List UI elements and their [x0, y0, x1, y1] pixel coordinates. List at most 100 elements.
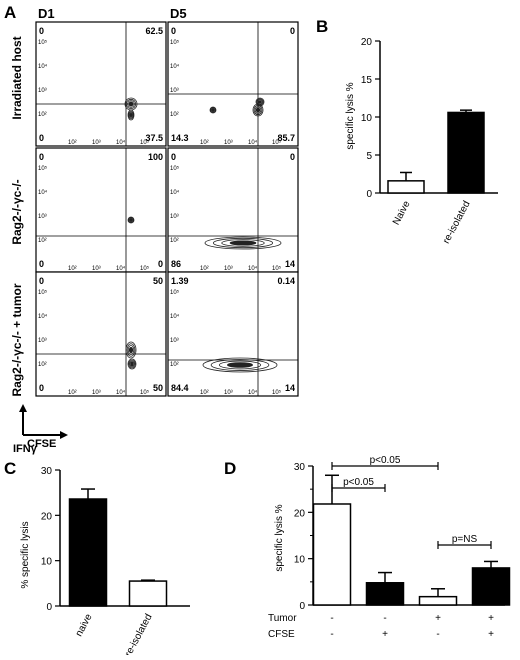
population-contour	[127, 358, 137, 370]
category-label: Naive	[391, 199, 413, 227]
bar	[471, 567, 511, 606]
condition-row-label: CFSE	[268, 629, 295, 640]
panel-a: A D1 D5 Irradiated host Rag2-/-γc-/- Rag…	[4, 3, 299, 455]
y-tick-label: 0	[366, 189, 372, 200]
population-contour	[210, 359, 270, 371]
flow-plot-frame	[167, 271, 299, 397]
column-label-d5: D5	[170, 6, 187, 21]
quadrant-value-lower-right: 37.5	[145, 133, 163, 143]
condition-value: -	[383, 613, 386, 624]
population-contour	[128, 101, 134, 107]
panel-c-label: C	[4, 459, 16, 478]
panel-c: C % specific lysis 0 10 20 30 naive re-isolat…	[4, 459, 190, 659]
axis-tick-label: 10⁴	[248, 139, 258, 146]
population-contour	[129, 218, 133, 222]
axis-tick-label: 10³	[224, 140, 233, 146]
quadrant-value-upper-right: 0.14	[277, 276, 295, 286]
flow-plot: 10² 10² 10³ 10³ 10⁴ 10⁴ 10⁵ 10⁵ 0 50 0 50	[35, 271, 167, 397]
population-contour	[128, 110, 134, 120]
axis-tick-label: 10⁵	[140, 389, 150, 396]
axis-tick-label: 10⁵	[170, 39, 180, 46]
axis-tick-label: 10³	[224, 390, 233, 396]
quadrant-value-lower-left: 86	[171, 259, 181, 269]
population-contour	[229, 240, 257, 246]
condition-value: -	[330, 613, 333, 624]
row-label-rag2: Rag2-/-γc-/-	[10, 179, 24, 244]
axis-tick-label: 10³	[92, 140, 101, 146]
y-tick-label: 30	[41, 466, 53, 477]
population-contour	[127, 109, 135, 121]
panel-d-label: D	[224, 459, 236, 478]
axis-tick-label: 10⁵	[272, 265, 282, 272]
bar	[387, 180, 425, 194]
population-contour	[210, 107, 216, 113]
axis-tick-label: 10⁵	[140, 139, 150, 146]
population-contour	[128, 217, 134, 223]
flow-plot-frame	[167, 21, 299, 147]
quadrant-value-lower-right: 14	[285, 259, 295, 269]
axis-tick-label: 10²	[68, 266, 77, 272]
population-contour	[218, 360, 262, 370]
axis-tick-label: 10²	[200, 140, 209, 146]
axis-tick-label: 10²	[200, 266, 209, 272]
quadrant-value-lower-left: 0	[39, 259, 44, 269]
condition-value: -	[436, 629, 439, 640]
quadrant-value-lower-left: 0	[39, 383, 44, 393]
chart-c: 0 10 20 30 naive re-isolated	[41, 466, 190, 659]
condition-value: +	[435, 613, 441, 624]
flow-plot-grid: 10² 10² 10³ 10³ 10⁴ 10⁴ 10⁵ 10⁵ 0 62.5 0 37.5 10² 10²…	[35, 21, 299, 397]
population-contour	[210, 107, 216, 113]
chart-d: 0 10 20 30 Tumor - - + + CFSE - + - + p<0.05 p<0.05 p=NS	[268, 455, 511, 640]
axis-tick-label: 10⁵	[38, 289, 48, 296]
condition-row-label: Tumor	[268, 613, 297, 624]
axis-tick-label: 10²	[170, 238, 179, 244]
chart-b-ylabel: specific lysis %	[345, 82, 356, 149]
y-tick-label: 10	[361, 113, 373, 124]
flow-plot-frame	[35, 147, 167, 273]
bar	[128, 580, 168, 607]
y-tick-label: 5	[366, 151, 372, 162]
axis-label-ifng: IFNγ	[13, 443, 38, 455]
y-tick-label: 10	[294, 555, 306, 566]
chart-b: 0 5 10 15 20 Naive re-isolated	[361, 37, 498, 246]
axis-tick-label: 10²	[38, 362, 47, 368]
row-label-rag2-tumor: Rag2-/-γc-/- + tumor	[10, 283, 24, 396]
axis-tick-label: 10³	[92, 266, 101, 272]
panel-d: D specific lysis % 0 10 20 30 Tumor - - + + CFSE -…	[224, 455, 511, 640]
panel-b: B specific lysis % 0 5 10 15 20 Naive re-isola…	[316, 17, 498, 246]
quadrant-value-lower-right: 0	[158, 259, 163, 269]
axis-tick-label: 10²	[68, 390, 77, 396]
category-label: re-isolated	[123, 612, 155, 655]
population-contour	[128, 359, 136, 369]
population-contour	[212, 237, 274, 249]
axis-tick-label: 10⁴	[116, 139, 126, 146]
axis-tick-label: 10⁵	[170, 289, 180, 296]
condition-value: +	[382, 629, 388, 640]
axis-tick-label: 10⁴	[170, 63, 180, 70]
flow-plot: 10² 10² 10³ 10³ 10⁴ 10⁴ 10⁵ 10⁵ 0 100 0 0	[35, 147, 167, 273]
population-contour	[127, 216, 135, 224]
axis-tick-label: 10³	[170, 88, 179, 94]
axis-tick-label: 10³	[170, 338, 179, 344]
quadrant-value-upper-right: 62.5	[145, 26, 163, 36]
axis-label-cfse: CFSE	[27, 438, 56, 450]
y-tick-label: 15	[361, 75, 373, 86]
bar	[418, 595, 458, 606]
population-contour	[204, 236, 282, 250]
axis-tick-label: 10⁴	[116, 389, 126, 396]
y-tick-label: 20	[41, 511, 53, 522]
axis-tick-label: 10⁴	[170, 313, 180, 320]
population-contour	[128, 111, 134, 119]
population-contour	[202, 357, 278, 373]
axis-tick-label: 10²	[200, 390, 209, 396]
axis-tick-label: 10⁴	[38, 313, 48, 320]
condition-value: +	[488, 629, 494, 640]
quadrant-value-lower-right: 85.7	[277, 133, 295, 143]
condition-value: -	[330, 629, 333, 640]
axis-tick-label: 10³	[224, 266, 233, 272]
axis-tick-label: 10³	[38, 214, 47, 220]
y-tick-label: 10	[41, 557, 53, 568]
quadrant-value-upper-left: 0	[39, 276, 44, 286]
chart-c-ylabel: % specific lysis	[20, 521, 31, 588]
axis-tick-label: 10⁵	[272, 389, 282, 396]
